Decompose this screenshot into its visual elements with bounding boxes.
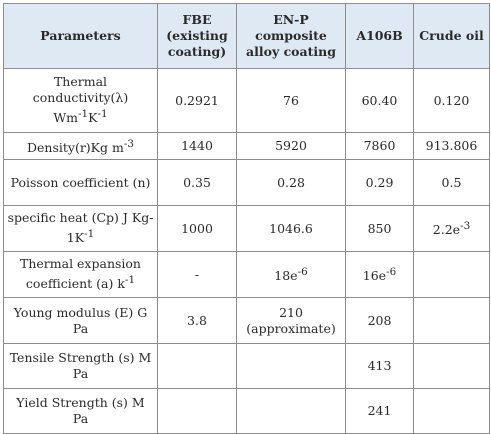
- header-fbe: FBE (existing coating): [157, 3, 237, 69]
- value-cell: 913.806: [413, 132, 490, 160]
- value-cell: 0.35: [157, 159, 237, 206]
- value-cell: 208: [345, 297, 414, 344]
- param-cell: Density(r)Kg m-3: [3, 132, 158, 160]
- value-cell: 1000: [157, 205, 237, 252]
- value-cell: 2.2e-3: [413, 205, 490, 252]
- value-cell: [413, 343, 490, 389]
- table-row: Tensile Strength (s) M Pa 413: [3, 343, 490, 389]
- value-cell: 0.28: [236, 159, 346, 206]
- value-cell: [413, 251, 490, 298]
- value-cell: 1046.6: [236, 205, 346, 252]
- header-enp: EN-P composite alloy coating: [236, 3, 346, 69]
- param-cell: Poisson coefficient (n): [3, 159, 158, 206]
- value-cell: [157, 343, 237, 389]
- value-cell: 210 (approximate): [236, 297, 346, 344]
- param-cell: Yield Strength (s) M Pa: [3, 388, 158, 434]
- value-cell: 241: [345, 388, 414, 434]
- header-a106b: A106B: [345, 3, 414, 69]
- value-cell: 0.5: [413, 159, 490, 206]
- table-row: Density(r)Kg m-3 1440 5920 7860 913.806: [3, 132, 490, 160]
- param-cell: specific heat (Cp) J Kg-1K-1: [3, 205, 158, 252]
- value-cell: 60.40: [345, 68, 414, 133]
- value-cell: 413: [345, 343, 414, 389]
- value-cell: 0.2921: [157, 68, 237, 133]
- header-row: Parameters FBE (existing coating) EN-P c…: [3, 3, 490, 69]
- value-cell: 7860: [345, 132, 414, 160]
- value-cell: 0.120: [413, 68, 490, 133]
- value-cell: [236, 388, 346, 434]
- value-cell: [236, 343, 346, 389]
- value-cell: 18e-6: [236, 251, 346, 298]
- header-crude-oil: Crude oil: [413, 3, 490, 69]
- param-cell: Thermal expansion coefficient (a) k-1: [3, 251, 158, 298]
- value-cell: -: [157, 251, 237, 298]
- header-parameters: Parameters: [3, 3, 158, 69]
- table-row: Thermal conductivity(λ) Wm-1K-1 0.2921 76…: [3, 68, 490, 133]
- table-row: Poisson coefficient (n) 0.35 0.28 0.29 0…: [3, 159, 490, 206]
- param-cell: Thermal conductivity(λ) Wm-1K-1: [3, 68, 158, 133]
- table-row: Young modulus (E) G Pa 3.8 210 (approxima…: [3, 297, 490, 344]
- value-cell: 76: [236, 68, 346, 133]
- value-cell: 850: [345, 205, 414, 252]
- value-cell: [157, 388, 237, 434]
- value-cell: [413, 297, 490, 344]
- table-row: specific heat (Cp) J Kg-1K-1 1000 1046.6…: [3, 205, 490, 252]
- value-cell: 16e-6: [345, 251, 414, 298]
- value-cell: 3.8: [157, 297, 237, 344]
- properties-table: Parameters FBE (existing coating) EN-P c…: [3, 3, 490, 434]
- param-cell: Tensile Strength (s) M Pa: [3, 343, 158, 389]
- table-row: Thermal expansion coefficient (a) k-1 - …: [3, 251, 490, 298]
- param-cell: Young modulus (E) G Pa: [3, 297, 158, 344]
- value-cell: [413, 388, 490, 434]
- value-cell: 0.29: [345, 159, 414, 206]
- table-row: Yield Strength (s) M Pa 241: [3, 388, 490, 434]
- value-cell: 1440: [157, 132, 237, 160]
- value-cell: 5920: [236, 132, 346, 160]
